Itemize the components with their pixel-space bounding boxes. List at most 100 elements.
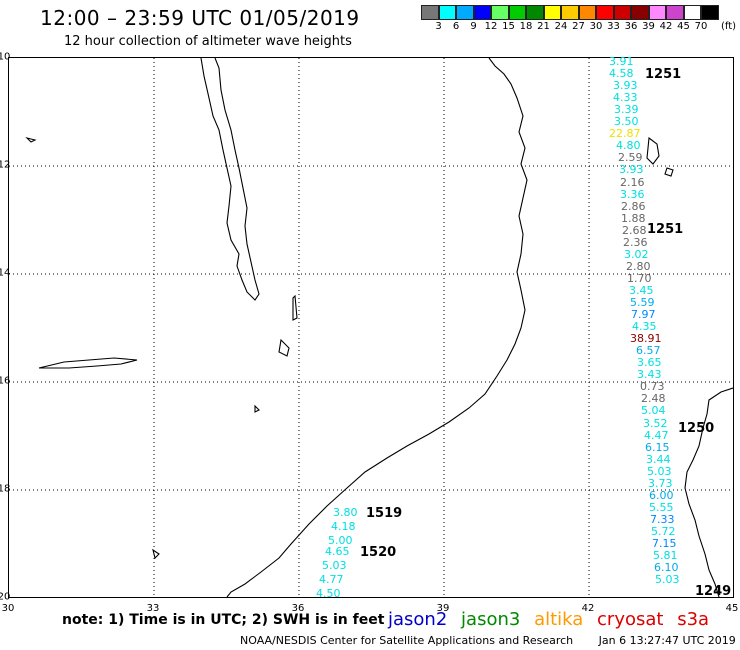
wave-height-label: 7.97: [631, 308, 656, 322]
legend-swatch: [491, 5, 509, 20]
wave-height-label: 3.50: [614, 115, 639, 129]
lon-label: 39: [436, 603, 450, 614]
wave-height-label: 3.36: [620, 187, 645, 201]
wave-height-label: 7.15: [652, 537, 677, 550]
wave-height-label: 5.04: [641, 404, 666, 418]
lat-label: -18: [0, 483, 11, 495]
satellite-name: altika: [534, 609, 584, 630]
footnote: note: 1) Time is in UTC; 2) SWH is in fe…: [62, 612, 385, 628]
wave-height-label: 4.58: [609, 67, 634, 81]
pass-time-label: 1249: [695, 584, 732, 599]
legend-swatch: [596, 5, 614, 20]
map-title: 12:00 – 23:59 UTC 01/05/2019: [40, 6, 360, 30]
legend-label: 9: [470, 21, 477, 32]
wave-height-label: 3.91: [609, 55, 634, 68]
map-plot-area: [8, 57, 734, 598]
legend-swatch: [561, 5, 579, 20]
legend-label: 18: [519, 21, 533, 32]
wave-height-label: 3.39: [614, 103, 639, 117]
pass-time-label: 1251: [645, 67, 682, 82]
wave-height-label: 6.15: [645, 440, 670, 454]
legend-label: 24: [554, 21, 568, 32]
satellite-name: s3a: [677, 609, 710, 630]
legend-swatch: [421, 5, 439, 20]
pass-time-label: 1520: [360, 545, 397, 560]
wave-height-label: 5.81: [653, 549, 678, 563]
lat-label: -20: [0, 591, 11, 603]
wave-height-label: 3.44: [646, 452, 671, 466]
wave-height-label: 22.87: [609, 127, 641, 141]
wave-height-label: 5.00: [328, 534, 353, 547]
wave-height-label: 38.91: [630, 332, 662, 346]
legend-label: 21: [537, 21, 550, 32]
graticule: [9, 58, 733, 597]
wave-height-label: 4.35: [632, 320, 657, 334]
legend-label: 30: [589, 21, 603, 32]
wave-height-label: 7.33: [650, 512, 675, 526]
wave-height-label: 2.68: [622, 223, 647, 237]
legend-label: 6: [452, 21, 460, 32]
pass-time-label: 1251: [647, 222, 684, 237]
wave-height-label: 3.93: [613, 79, 638, 93]
wave-height-label: 5.59: [630, 296, 655, 309]
legend-unit: (ft): [720, 21, 737, 32]
wave-height-label: 2.86: [621, 199, 646, 213]
legend-label: 39: [642, 21, 655, 32]
pass-time-label: 1250: [678, 421, 715, 436]
lon-label: 45: [725, 603, 739, 614]
coastline: [25, 58, 733, 597]
satellite-name: jason3: [461, 609, 521, 630]
legend-swatch: [473, 5, 491, 20]
legend-swatch: [456, 5, 474, 20]
wave-height-label: 2.16: [620, 175, 645, 189]
legend-swatch: [543, 5, 561, 20]
timestamp: Jan 6 13:27:47 UTC 2019: [598, 634, 736, 647]
credit-line: NOAA/NESDIS Center for Satellite Applica…: [240, 634, 736, 647]
legend-swatch: [683, 5, 701, 20]
wave-height-label: 1.70: [627, 271, 652, 285]
wave-height-label: 4.47: [644, 428, 669, 442]
legend-swatch: [701, 5, 719, 20]
legend-labels: 3 6 9 12 15 18 21 24 27 30 33 36 39 42 45 70 (ft): [421, 21, 740, 35]
wave-height-label: 2.80: [626, 259, 651, 273]
satellite-name: cryosat: [597, 609, 664, 630]
credit-text: NOAA/NESDIS Center for Satellite Applica…: [240, 634, 574, 647]
wave-height-label: 2.48: [641, 392, 666, 406]
legend-swatch: [438, 5, 456, 20]
wave-height-label: 4.65: [325, 545, 350, 558]
wave-height-label: 0.73: [640, 380, 665, 394]
wave-height-label: 3.80: [333, 506, 358, 519]
legend-label: 27: [572, 21, 585, 32]
color-legend: [421, 5, 719, 20]
wave-height-label: 3.45: [629, 283, 654, 297]
legend-label: 70: [694, 21, 708, 32]
wave-height-label: 5.03: [647, 464, 672, 478]
wave-height-label: 4.77: [319, 573, 344, 586]
lat-label: -16: [0, 375, 11, 387]
legend-swatch: [578, 5, 596, 20]
wave-height-label: 2.36: [623, 235, 648, 249]
wave-height-label: 3.93: [619, 163, 644, 177]
lon-label: 30: [1, 603, 15, 614]
lat-label: -12: [0, 159, 11, 171]
lat-label: -14: [0, 267, 11, 279]
lat-label: -10: [0, 51, 11, 63]
legend-label: 33: [607, 21, 620, 32]
wave-height-label: 6.00: [649, 488, 674, 502]
wave-height-label: 4.80: [616, 139, 641, 153]
satellite-legend: jason2 jason3 altika cryosat s3a: [388, 609, 717, 630]
legend-label: 45: [677, 21, 690, 32]
legend-swatch: [526, 5, 544, 20]
wave-height-label: 5.03: [655, 573, 680, 587]
legend-label: 12: [484, 21, 498, 32]
lon-label: 36: [291, 603, 305, 614]
legend-label: 42: [659, 21, 673, 32]
wave-height-label: 5.72: [651, 524, 676, 538]
lon-label: 33: [146, 603, 160, 614]
map-subtitle: 12 hour collection of altimeter wave hei…: [64, 34, 352, 49]
legend-label: 3: [435, 21, 442, 32]
wave-height-label: 3.43: [637, 368, 662, 382]
legend-swatch: [666, 5, 684, 20]
satellite-name: jason2: [388, 609, 448, 630]
wave-height-label: 6.10: [654, 561, 679, 575]
